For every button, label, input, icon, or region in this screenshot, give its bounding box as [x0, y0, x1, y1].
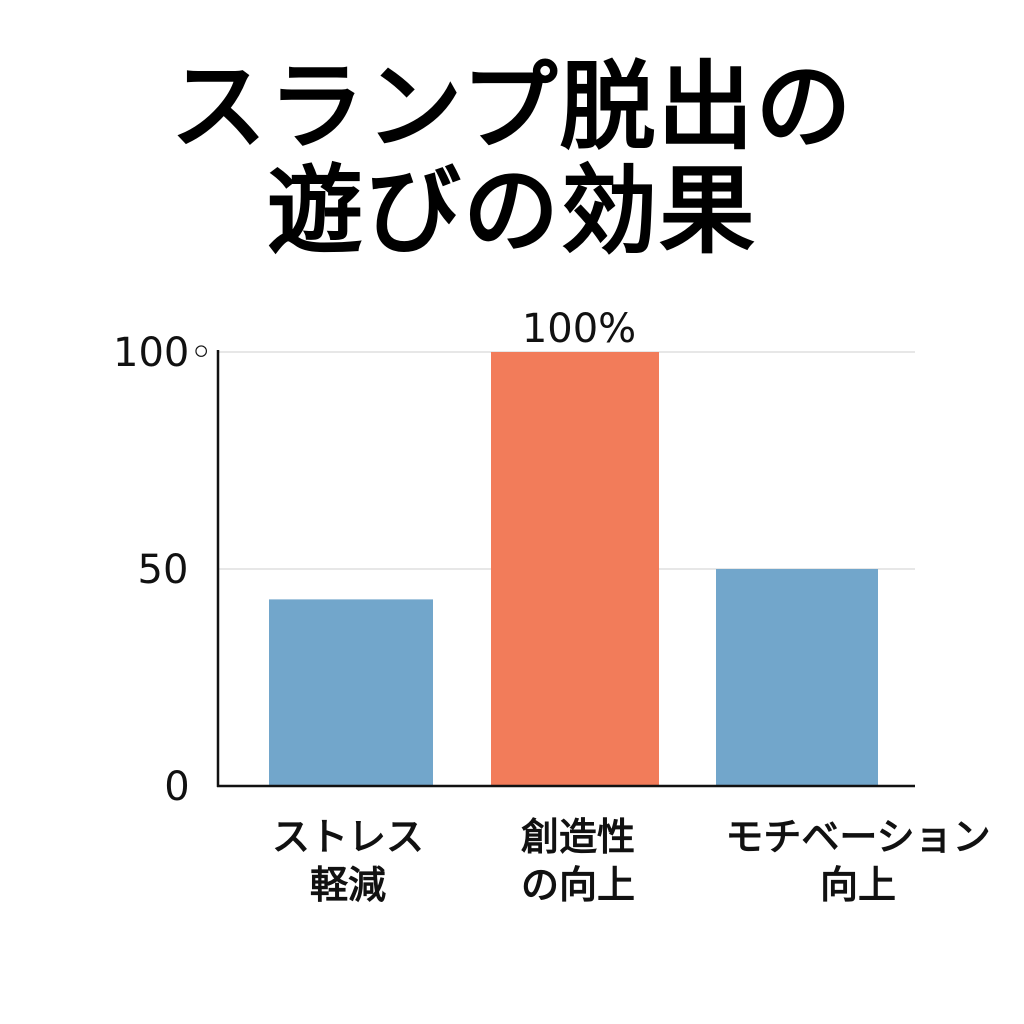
bar-1: [491, 352, 659, 786]
category-label-2-line-1: 向上: [820, 863, 896, 907]
chart-title-line-2: 遊びの効果: [267, 155, 757, 267]
bar-0: [269, 599, 433, 786]
category-label-1-line-1: の向上: [521, 863, 635, 907]
category-label-1-line-0: 創造性: [521, 815, 635, 859]
chart-title: スランプ脱出の 遊びの効果: [0, 55, 1024, 263]
y-tick-label-1: 50: [138, 547, 189, 593]
bar-2: [716, 569, 878, 786]
category-label-2-line-0: モチベーション: [725, 815, 990, 859]
chart-title-line-1: スランプ脱出の: [170, 51, 854, 163]
category-label-0-line-0: ストレス: [272, 815, 424, 859]
category-label-0-line-1: 軽減: [310, 863, 386, 907]
y-tick-label-2: 100◦: [113, 330, 213, 376]
y-tick-label-0: 0: [164, 764, 189, 810]
data-label-1: 100%: [522, 306, 636, 352]
